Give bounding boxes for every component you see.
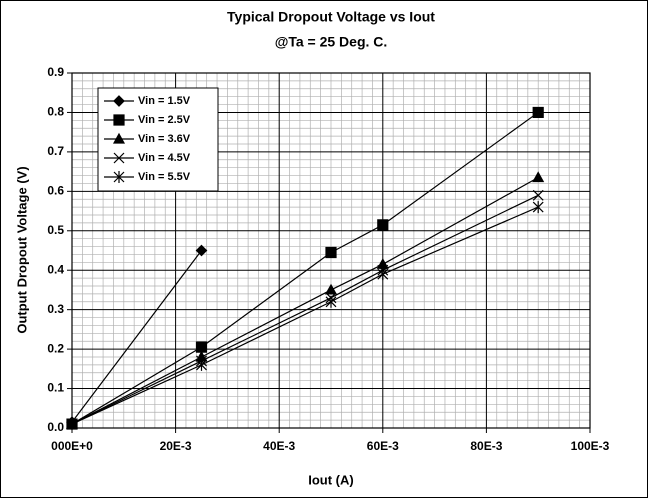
x-tick-label: 40E-3 [263,439,295,453]
marker [113,171,125,183]
y-tick-label: 0.6 [47,184,64,198]
chart-subtitle: @Ta = 25 Deg. C. [275,34,388,50]
marker [532,106,544,119]
marker [532,189,544,201]
marker [113,95,125,107]
marker [195,341,208,353]
marker [532,171,545,183]
marker [113,114,125,126]
legend-label: Vin = 4.5V [138,152,191,164]
marker [377,268,389,281]
chart-title: Typical Dropout Voltage vs Iout [227,9,435,25]
y-tick-label: 0.4 [47,262,64,276]
x-tick-label: 60E-3 [367,439,399,453]
y-tick-label: 0.1 [47,381,64,395]
y-tick-label: 0.5 [47,223,64,237]
legend-label: Vin = 3.6V [138,133,191,145]
marker [196,358,207,371]
y-tick-label: 0.7 [47,144,64,158]
marker [113,152,125,164]
marker [377,219,389,231]
y-tick-label: 0.0 [47,420,64,434]
marker [324,283,338,295]
marker [66,418,78,431]
legend-label: Vin = 1.5V [138,95,191,107]
marker [325,246,337,259]
y-tick-label: 0.3 [47,302,64,316]
y-axis-label: Output Dropout Voltage (V) [14,166,29,333]
plot-border [71,72,591,429]
legend-label: Vin = 5.5V [138,171,191,183]
x-tick-label: 000E+0 [51,439,93,453]
x-tick-label: 20E-3 [160,439,192,453]
marker [112,132,126,144]
y-tick-label: 0.2 [47,341,64,355]
y-tick-label: 0.8 [47,105,64,119]
legend-label: Vin = 2.5V [138,114,191,126]
x-tick-label: 100E-3 [571,439,610,453]
marker [325,295,337,308]
marker [532,201,544,214]
x-tick-label: 80E-3 [470,439,502,453]
x-axis-label: Iout (A) [308,472,353,487]
series-line [71,250,202,423]
marker [195,244,208,257]
y-tick-label: 0.9 [47,65,64,79]
